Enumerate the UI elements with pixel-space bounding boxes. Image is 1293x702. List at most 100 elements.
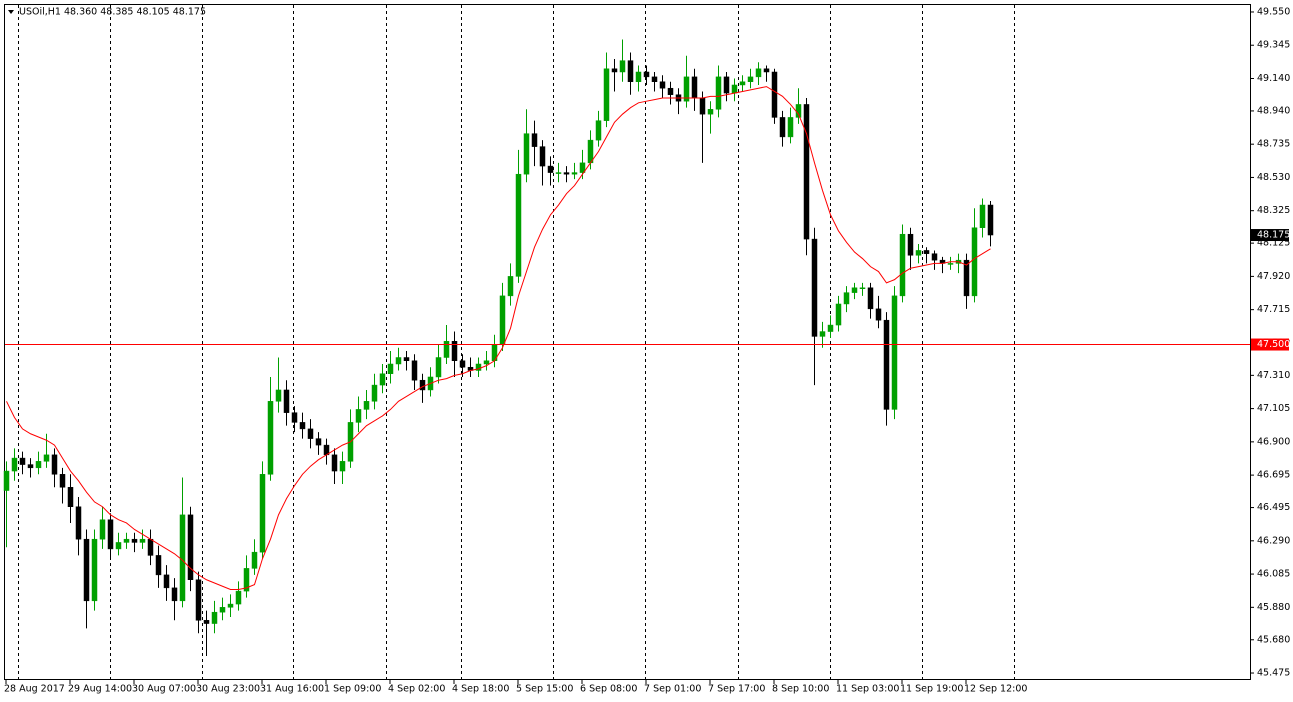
candle-body <box>3 470 10 491</box>
candle-body <box>115 542 122 550</box>
candle-body <box>507 276 514 297</box>
level-label-box <box>1251 338 1289 351</box>
candle-body <box>435 357 442 378</box>
candle-body <box>155 555 162 576</box>
candle-body <box>291 412 298 423</box>
y-tick-label: 48.735 <box>1257 139 1290 150</box>
y-tick-label: 47.310 <box>1257 370 1290 381</box>
y-tick-label: 45.880 <box>1257 602 1290 613</box>
candle-body <box>859 287 866 290</box>
candle-body <box>251 551 258 569</box>
candle-body <box>803 104 810 240</box>
candle-body <box>587 139 594 164</box>
candle-body <box>723 76 730 94</box>
candle-body <box>971 227 978 297</box>
candle-body <box>51 454 58 475</box>
x-tick-label: 1 Sep 09:00 <box>324 684 381 695</box>
menu-arrow[interactable] <box>8 10 14 14</box>
y-tick-label: 49.140 <box>1257 73 1290 84</box>
candle-body <box>67 487 74 507</box>
last-price-box <box>1251 229 1289 242</box>
x-tick-label: 28 Aug 2017 <box>4 684 65 695</box>
candle-body <box>891 295 898 410</box>
y-tick-label: 48.940 <box>1257 105 1290 116</box>
x-tick-label: 4 Sep 18:00 <box>452 684 509 695</box>
candle-body <box>755 68 762 78</box>
candle-body <box>579 162 586 173</box>
candle-body <box>603 68 610 121</box>
candle-body <box>171 587 178 602</box>
candle-body <box>379 373 386 386</box>
candle-body <box>35 461 42 469</box>
candle-body <box>851 287 858 293</box>
x-tick-label: 5 Sep 15:00 <box>516 684 573 695</box>
candle-body <box>699 97 706 115</box>
candle-body <box>595 120 602 141</box>
candle-body <box>883 319 890 410</box>
candle-body <box>843 292 850 305</box>
y-tick-label: 47.105 <box>1257 403 1290 414</box>
x-tick-label: 6 Sep 08:00 <box>580 684 637 695</box>
y-tick-label: 47.715 <box>1257 304 1290 315</box>
candle-body <box>779 117 786 138</box>
candle-body <box>715 76 722 110</box>
x-tick-label: 7 Sep 17:00 <box>708 684 765 695</box>
candle-body <box>835 303 842 326</box>
candle-body <box>827 324 834 332</box>
candle-body <box>403 357 410 361</box>
x-tick-label: 4 Sep 02:00 <box>388 684 445 695</box>
candle-body <box>819 331 826 337</box>
candle-body <box>867 287 874 310</box>
candle-body <box>75 506 82 540</box>
y-tick-label: 45.475 <box>1257 668 1290 679</box>
y-tick-label: 46.085 <box>1257 569 1290 580</box>
candle-body <box>59 474 66 488</box>
candle-body <box>331 454 338 472</box>
candle-body <box>147 538 154 556</box>
candle-body <box>83 538 90 602</box>
candle-body <box>43 454 50 462</box>
candle-body <box>219 607 226 613</box>
candle-body <box>443 341 450 358</box>
candle-body <box>787 117 794 138</box>
candle-body <box>187 514 194 580</box>
x-tick-label: 7 Sep 01:00 <box>644 684 701 695</box>
candle-body <box>11 457 18 472</box>
y-tick-label: 48.325 <box>1257 205 1290 216</box>
y-tick-label: 46.695 <box>1257 470 1290 481</box>
candle-body <box>363 401 370 410</box>
candle-body <box>91 538 98 602</box>
x-tick-label: 11 Sep 19:00 <box>900 684 963 695</box>
candle-body <box>315 438 322 446</box>
candle-body <box>643 71 650 78</box>
y-tick-label: 48.530 <box>1257 172 1290 183</box>
candle-body <box>27 464 34 469</box>
y-tick-label: 46.495 <box>1257 502 1290 513</box>
candle-body <box>139 538 146 543</box>
candle-body <box>707 109 714 115</box>
candle-body <box>259 474 266 553</box>
candle-body <box>667 87 674 95</box>
candle-body <box>923 250 930 254</box>
candle-body <box>227 603 234 608</box>
candle-body <box>619 60 626 73</box>
x-tick-label: 12 Sep 12:00 <box>964 684 1027 695</box>
candle-body <box>963 259 970 297</box>
candle-body <box>235 590 242 605</box>
candle-body <box>99 519 106 540</box>
candle-body <box>931 253 938 261</box>
candle-body <box>739 81 746 86</box>
candle-body <box>275 389 282 402</box>
y-tick-label: 49.345 <box>1257 40 1290 51</box>
candle-body <box>283 389 290 413</box>
candle-body <box>131 538 138 543</box>
y-tick-label: 49.550 <box>1257 6 1290 17</box>
candle-body <box>411 360 418 381</box>
candle-body <box>875 308 882 321</box>
candle-body <box>451 341 458 361</box>
x-tick-label: 30 Aug 23:00 <box>196 684 260 695</box>
candle-body <box>475 363 482 371</box>
candle-body <box>691 76 698 99</box>
